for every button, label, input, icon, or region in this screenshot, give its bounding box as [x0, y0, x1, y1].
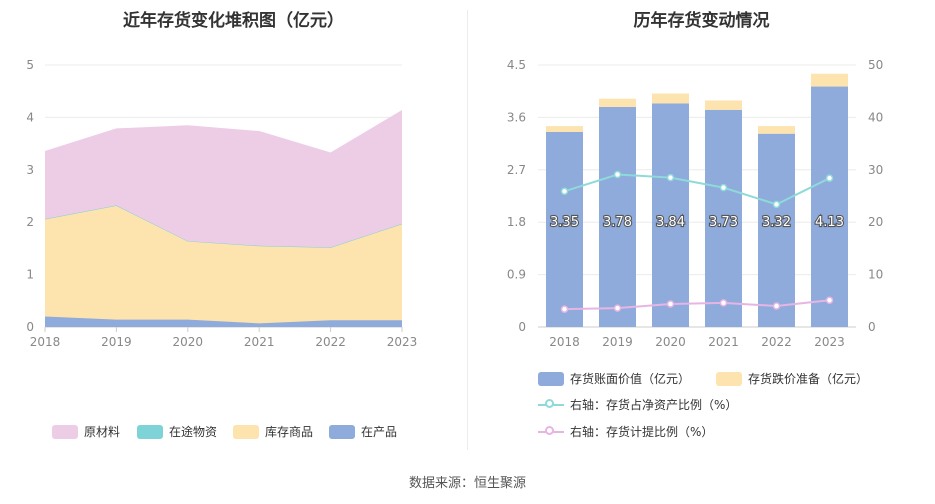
right-chart-title: 历年存货变动情况 [633, 11, 770, 31]
y-tick-label: 5 [26, 58, 34, 72]
line-point [719, 183, 728, 192]
y-tick-label: 4.5 [507, 58, 526, 72]
legend-label: 存货账面价值（亿元） [570, 372, 691, 386]
y-tick-label: 3.6 [507, 110, 526, 124]
y-tick-label: 2 [26, 215, 34, 229]
line-point [825, 174, 834, 182]
legend-label: 原材料 [84, 425, 121, 439]
legend-item[interactable]: 存货跌价准备（亿元） [716, 370, 868, 387]
bar-data-label: 3.73 [709, 215, 738, 230]
legend-swatch [329, 424, 355, 439]
bar-line-chart-panel: 历年存货变动情况 0 0.9 1.8 2.7 3.6 4.5 0 10 20 30 40 50 2018… [468, 0, 935, 460]
bar-data-label: 4.13 [815, 215, 844, 230]
line-series [564, 173, 830, 206]
y-tick-label: 4 [26, 110, 34, 124]
stacked-area-chart-panel: 近年存货变化堆积图（亿元） 0 1 2 3 4 5 2018 2019 2020 2021 2022… [0, 0, 467, 460]
legend-label: 右轴：存货计提比例（%） [570, 425, 714, 439]
y-tick-label: 0 [26, 320, 34, 334]
line-point [560, 187, 569, 196]
bar-data-label: 3.35 [550, 215, 579, 230]
legend-label: 在产品 [361, 425, 398, 439]
bar-line-chart: 0 0.9 1.8 2.7 3.6 4.5 0 10 20 30 40 50 2018 2019 2020 2… [507, 58, 883, 349]
legend-item[interactable]: 在途物资 [137, 423, 217, 440]
line-point [613, 304, 622, 312]
x-tick-label: 2022 [315, 335, 346, 349]
area-库存商品 [45, 205, 402, 324]
legend-swatch [137, 424, 163, 439]
bar-impairment [758, 126, 795, 134]
legend-item[interactable]: 库存商品 [233, 423, 313, 440]
x-tick-label: 2019 [101, 335, 132, 349]
y-tick-label: 3 [26, 163, 34, 177]
line-point [772, 200, 781, 209]
x-tick-label: 2023 [814, 335, 845, 349]
stacked-area-chart: 0 1 2 3 4 5 2018 2019 2020 2021 2022 2023 [26, 58, 418, 349]
line-series [564, 299, 830, 311]
y2-tick-label: 10 [868, 268, 883, 282]
legend-swatch [233, 424, 259, 439]
y-tick-label: 0 [518, 320, 526, 334]
legend-swatch [716, 371, 742, 386]
left-chart-title: 近年存货变化堆积图（亿元） [123, 11, 344, 31]
legend-label: 右轴：存货占净资产比例（%） [570, 398, 738, 412]
x-tick-label: 2021 [708, 335, 739, 349]
x-tick-label: 2018 [30, 335, 61, 349]
line-point [560, 305, 569, 313]
x-tick-label: 2021 [244, 335, 275, 349]
bar-book-value [811, 86, 848, 327]
legend-swatch [538, 425, 564, 439]
bar-data-label: 3.84 [656, 215, 685, 230]
y2-tick-label: 20 [868, 215, 883, 229]
x-tick-label: 2018 [549, 335, 580, 349]
line-point [719, 299, 728, 307]
bar-book-value [546, 131, 583, 327]
data-source: 数据来源：恒生聚源 [408, 476, 526, 491]
y-tick-label: 0.9 [507, 268, 526, 282]
panel-divider [467, 10, 468, 450]
bar-impairment [546, 126, 583, 132]
x-tick-label: 2023 [387, 335, 418, 349]
line-point [666, 300, 675, 308]
y-tick-label: 1.8 [507, 215, 526, 229]
bar-data-label: 3.78 [603, 215, 632, 230]
bar-data-label: 3.32 [762, 215, 791, 230]
bar-book-value [705, 109, 742, 327]
legend-label: 存货跌价准备（亿元） [748, 372, 869, 386]
y2-tick-label: 40 [868, 110, 883, 124]
x-tick-label: 2020 [173, 335, 204, 349]
legend-swatch [538, 371, 564, 386]
bar-impairment [811, 73, 848, 87]
x-tick-label: 2020 [655, 335, 686, 349]
line-point [666, 173, 675, 182]
y-tick-label: 2.7 [507, 163, 526, 177]
y2-tick-label: 30 [868, 163, 883, 177]
legend-item[interactable]: 右轴：存货计提比例（%） [538, 423, 713, 440]
legend-swatch [538, 398, 564, 412]
x-tick-label: 2022 [761, 335, 792, 349]
x-tick-label: 2019 [602, 335, 633, 349]
legend-label: 库存商品 [265, 425, 314, 439]
legend-label: 在途物资 [169, 425, 218, 439]
area-edge-原材料 [44, 110, 403, 154]
line-point [613, 170, 622, 179]
legend-item[interactable]: 在产品 [329, 423, 397, 440]
bar-impairment [652, 93, 689, 104]
bar-impairment [599, 98, 636, 107]
y-tick-label: 1 [26, 268, 34, 282]
bar-book-value [599, 106, 636, 327]
legend-item[interactable]: 右轴：存货占净资产比例（%） [538, 396, 737, 413]
legend-item[interactable]: 原材料 [52, 423, 120, 440]
legend-swatch [52, 424, 78, 439]
line-point [772, 302, 781, 310]
y2-tick-label: 0 [868, 320, 876, 334]
area-原材料 [45, 110, 402, 248]
legend-item[interactable]: 存货账面价值（亿元） [538, 370, 690, 387]
line-point [825, 296, 834, 305]
y2-tick-label: 50 [868, 58, 883, 72]
bar-book-value [758, 133, 795, 327]
bar-impairment [705, 100, 742, 110]
bar-book-value [652, 103, 689, 327]
